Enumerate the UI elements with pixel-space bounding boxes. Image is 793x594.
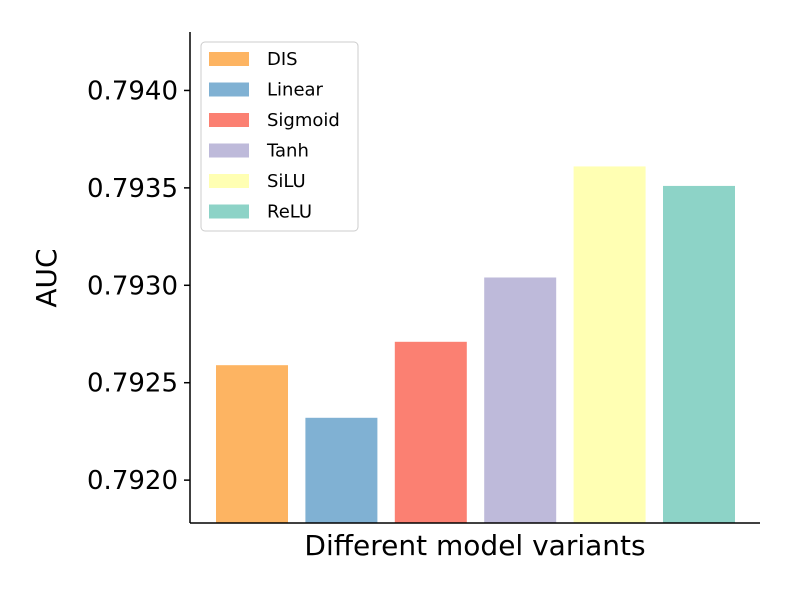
bar-dis xyxy=(216,365,288,523)
axes-layer xyxy=(189,32,760,524)
legend-items: DIS Linear Sigmoid Tanh SiLU ReLU xyxy=(209,49,340,223)
legend-label-tanh: Tanh xyxy=(266,141,309,162)
legend-swatch-tanh xyxy=(209,143,249,158)
bar-tanh xyxy=(484,277,557,523)
legend-label-dis: DIS xyxy=(267,49,298,70)
bar-sigmoid xyxy=(394,341,467,523)
bar-linear xyxy=(305,417,378,523)
legend: DIS Linear Sigmoid Tanh SiLU ReLU xyxy=(200,41,359,232)
y-tick-label: 0.7925 xyxy=(87,369,178,399)
x-axis-label: Different model variants xyxy=(304,529,645,562)
bar-relu xyxy=(663,185,735,524)
bar-silu xyxy=(573,166,646,523)
legend-swatch-sigmoid xyxy=(209,113,249,127)
legend-label-linear: Linear xyxy=(267,80,324,101)
y-tick-label: 0.7935 xyxy=(87,174,178,204)
y-ticks: 0.7920 0.7925 0.7930 0.7935 0.7940 xyxy=(87,76,190,496)
legend-swatch-relu xyxy=(209,204,249,219)
y-axis-label: AUC xyxy=(30,248,63,307)
legend-swatch-linear xyxy=(209,82,249,97)
y-tick-label: 0.7930 xyxy=(87,271,178,301)
legend-swatch-silu xyxy=(209,174,249,188)
y-tick-label: 0.7940 xyxy=(87,76,178,106)
legend-label-relu: ReLU xyxy=(267,202,312,223)
bars-layer xyxy=(216,166,735,524)
legend-label-silu: SiLU xyxy=(267,171,306,192)
legend-swatch-dis xyxy=(209,52,249,66)
y-tick-label: 0.7920 xyxy=(87,466,178,496)
legend-label-sigmoid: Sigmoid xyxy=(267,110,340,131)
